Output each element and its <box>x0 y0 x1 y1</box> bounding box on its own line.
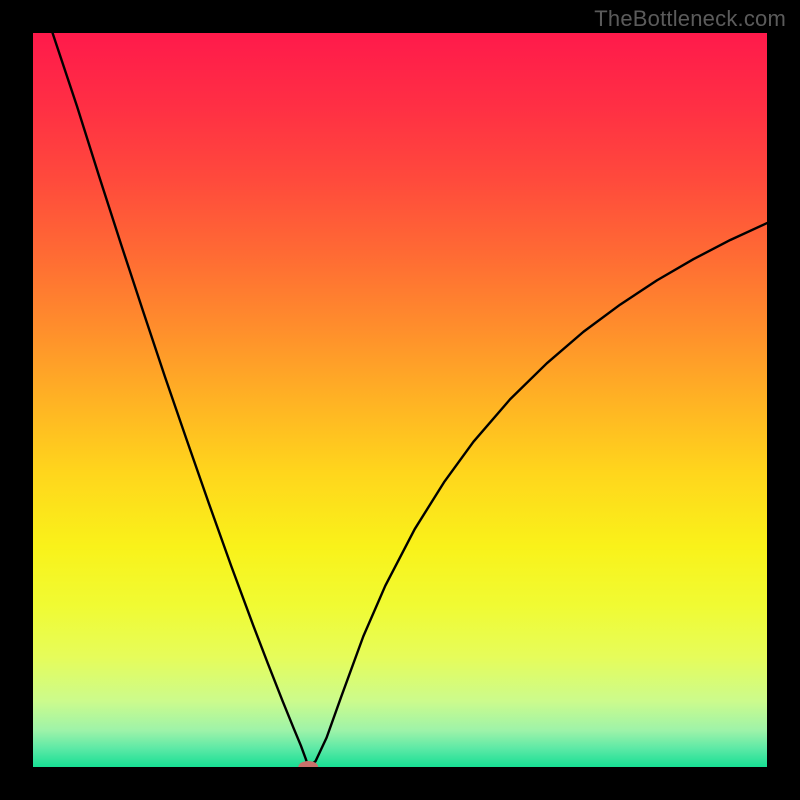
bottleneck-chart <box>0 0 800 800</box>
plot-background-gradient <box>33 33 767 767</box>
chart-container: TheBottleneck.com <box>0 0 800 800</box>
